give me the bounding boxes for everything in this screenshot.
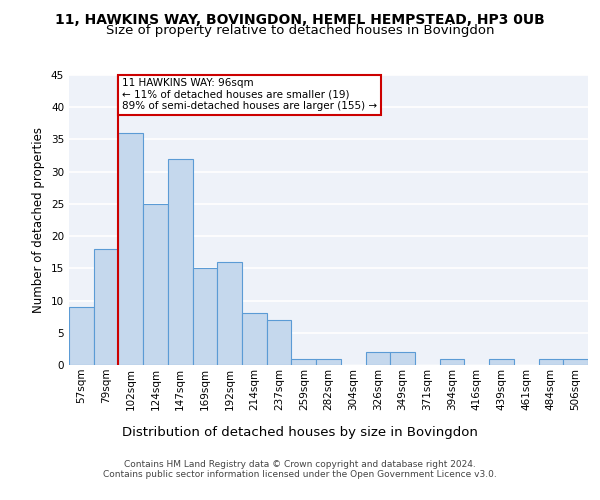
Bar — [316, 358, 341, 365]
Bar — [563, 358, 588, 365]
Bar — [143, 204, 168, 365]
Text: Size of property relative to detached houses in Bovingdon: Size of property relative to detached ho… — [106, 24, 494, 37]
Bar — [489, 358, 514, 365]
Bar — [390, 352, 415, 365]
Bar — [168, 159, 193, 365]
Text: 11, HAWKINS WAY, BOVINGDON, HEMEL HEMPSTEAD, HP3 0UB: 11, HAWKINS WAY, BOVINGDON, HEMEL HEMPST… — [55, 12, 545, 26]
Bar — [365, 352, 390, 365]
Text: Contains public sector information licensed under the Open Government Licence v3: Contains public sector information licen… — [103, 470, 497, 479]
Bar — [69, 307, 94, 365]
Bar — [292, 358, 316, 365]
Bar — [267, 320, 292, 365]
Text: 11 HAWKINS WAY: 96sqm
← 11% of detached houses are smaller (19)
89% of semi-deta: 11 HAWKINS WAY: 96sqm ← 11% of detached … — [122, 78, 377, 112]
Bar — [242, 314, 267, 365]
Bar — [193, 268, 217, 365]
Bar — [440, 358, 464, 365]
Bar — [539, 358, 563, 365]
Text: Contains HM Land Registry data © Crown copyright and database right 2024.: Contains HM Land Registry data © Crown c… — [124, 460, 476, 469]
Y-axis label: Number of detached properties: Number of detached properties — [32, 127, 46, 313]
Bar — [217, 262, 242, 365]
Bar — [94, 249, 118, 365]
Bar — [118, 133, 143, 365]
Text: Distribution of detached houses by size in Bovingdon: Distribution of detached houses by size … — [122, 426, 478, 439]
